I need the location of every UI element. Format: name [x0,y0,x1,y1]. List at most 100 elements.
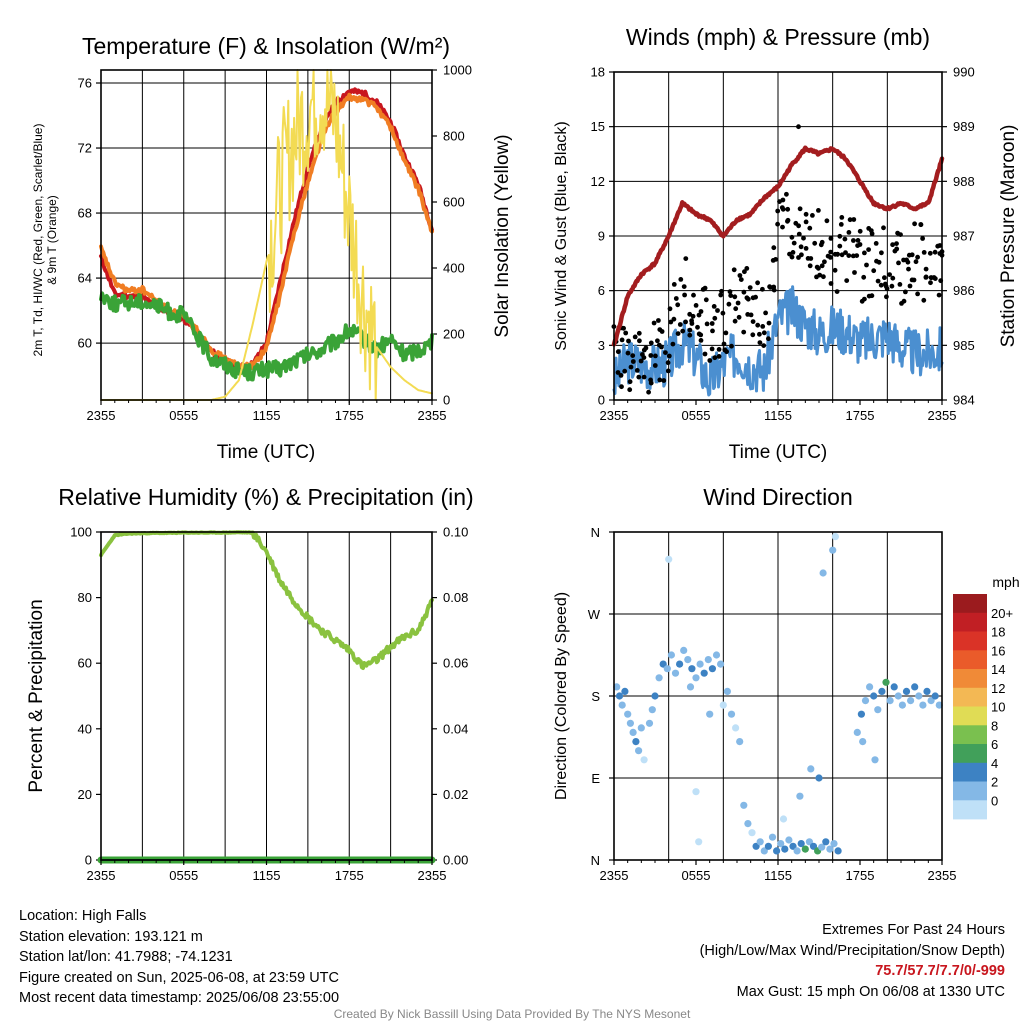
legend-label: 20+ [991,606,1013,621]
legend-swatch [953,800,987,820]
legend-label: 10 [991,700,1005,715]
gust-point [711,304,717,309]
y2-tick-label: 0.08 [443,590,468,605]
gust-point [884,286,890,292]
wind-direction-point [768,833,777,841]
gust-point [627,387,633,393]
wind-direction-point [834,847,842,855]
y2-tick-label: 0.06 [443,656,468,671]
y-tick-label: 76 [78,76,92,91]
gust-point [837,243,843,249]
x-tick-label: 2355 [928,868,957,883]
gust-point [780,224,785,230]
y2-tick-label: 986 [953,283,975,298]
gust-point [691,292,696,298]
gust-point [857,242,863,247]
legend-label: 2 [991,775,998,790]
gust-point [663,350,668,355]
station-latlon: Station lat/lon: 41.7988; -74.1231 [19,949,233,965]
gust-point [615,370,621,375]
gust-point [683,256,689,261]
gust-point [618,373,624,378]
wind-direction-point [902,687,911,696]
gust-point [911,277,917,283]
wind-direction-point [692,674,700,682]
recent-timestamp: Most recent data timestamp: 2025/06/08 2… [19,990,340,1006]
gust-point [628,364,634,370]
wind-direction-point [688,665,696,673]
gust-point [803,211,809,217]
gust-point [677,322,683,327]
wind-direction-point [931,692,939,700]
figure-created: Figure created on Sun, 2025-06-08, at 23… [19,969,339,986]
gust-point [852,270,857,275]
wind-direction-point [648,706,656,714]
wind-direction-point [615,692,624,700]
wind-direction-point [635,747,643,755]
wind-direction-point [796,792,804,800]
legend-swatch [953,687,987,707]
legend-swatch [953,594,987,614]
gust-point [668,319,674,325]
gust-point [835,251,840,257]
direction-tick-label: N [591,853,600,868]
gust-point [689,321,695,326]
gust-point [763,310,768,316]
y-tick-label: 100 [70,525,92,540]
gust-point [897,282,903,287]
gust-point [828,249,834,255]
gust-point [661,378,667,383]
x-tick-label: 0555 [169,868,198,883]
gust-point [630,353,636,358]
gust-point [766,336,771,342]
gust-point [732,294,738,300]
y-tick-label: 60 [78,656,92,671]
gust-point [773,257,778,262]
gust-point [648,340,654,346]
gust-point [846,230,852,235]
wind-direction-point [764,842,773,850]
gust-point [771,287,777,293]
gust-point [648,353,654,358]
wind-direction-point [779,815,788,823]
gust-point [700,287,706,292]
gust-point [789,254,795,260]
y2-tick-label: 0 [443,393,450,408]
gust-point [683,319,688,325]
gust-point [627,379,633,385]
gust-point [928,280,933,286]
legend-swatch [953,744,987,764]
x-tick-label: 2355 [600,408,629,423]
gust-point [719,288,724,294]
y-tick-label: 72 [78,141,92,156]
y-tick-label: 40 [78,721,92,736]
y2-tick-label: 400 [443,261,465,276]
gust-point [723,330,729,336]
wind-direction-point [882,678,890,686]
gust-point [839,252,845,258]
x-tick-label: 2355 [87,868,116,883]
gust-point [871,268,877,274]
y2-tick-label: 0.00 [443,853,468,868]
gust-point [687,332,693,338]
gust-point [812,240,818,246]
wind-direction-point [874,706,882,714]
gust-point [671,282,677,287]
gust-point-max [796,124,801,130]
gust-point [839,215,845,220]
gust-point [868,228,874,234]
gust-point [643,345,649,351]
x-tick-label: 0555 [682,868,711,883]
gust-point [696,312,702,318]
gust-point [851,217,857,222]
gust-point [622,368,628,374]
station-location: Location: High Falls [19,908,147,924]
gust-point [828,281,834,286]
gust-point [923,274,929,280]
gust-point [630,359,636,364]
gust-point [724,349,729,355]
extremes-heading: Extremes For Past 24 Hours [822,922,1005,938]
winds-xlabel: Time (UTC) [729,442,828,463]
gust-point [834,289,840,294]
wind-direction-point [655,674,663,682]
